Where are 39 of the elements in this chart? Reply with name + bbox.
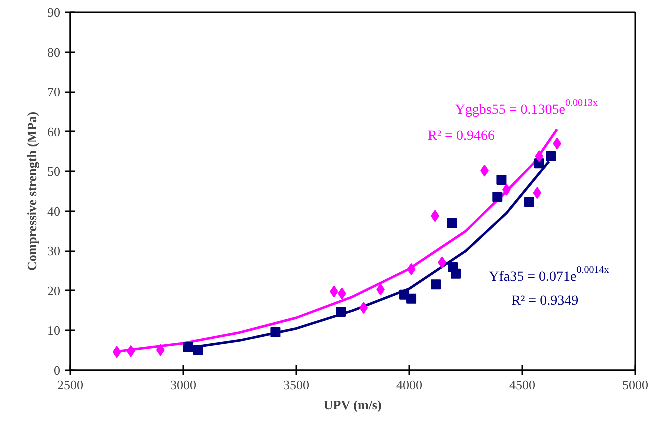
point: [407, 263, 416, 276]
point: [535, 150, 544, 162]
point: [524, 197, 535, 208]
point: [492, 192, 503, 202]
point: [338, 288, 346, 300]
annotation: R² = 0.9349: [512, 294, 579, 309]
annotation: R² = 0.9466: [428, 128, 495, 144]
x-tick-label: 4500: [510, 378, 536, 392]
x-axis-title: UPV (m/s): [324, 398, 382, 412]
point: [533, 187, 542, 200]
point: [546, 151, 556, 162]
point: [360, 302, 368, 314]
point: [406, 294, 417, 304]
point: [336, 307, 346, 318]
x-tick-label: 2500: [58, 378, 84, 392]
x-tick-label: 3500: [284, 378, 310, 392]
point: [496, 174, 507, 185]
y-tick-label: 70: [48, 84, 60, 100]
x-tick-label: 3000: [170, 378, 196, 392]
y-tick-label: 90: [48, 5, 60, 20]
y-tick-label: 80: [48, 44, 60, 60]
point: [451, 268, 462, 279]
point: [183, 342, 194, 352]
y-tick-label: 10: [48, 323, 60, 338]
y-tick-label: 0: [54, 363, 60, 378]
point: [447, 218, 458, 228]
x-tick-label: 5000: [622, 378, 648, 392]
y-tick-label: 60: [48, 124, 60, 140]
y-tick-label: 20: [48, 283, 60, 298]
point: [270, 327, 281, 338]
y-tick-label: 40: [48, 204, 60, 219]
y-tick-label: 50: [48, 164, 60, 180]
point: [193, 345, 204, 356]
y-tick-label: 30: [48, 244, 60, 259]
x-tick-label: 4000: [396, 378, 422, 392]
point: [112, 346, 122, 358]
point: [126, 345, 136, 358]
point: [431, 280, 442, 290]
y-axis-title: Compressive strength (MPa): [24, 112, 40, 272]
